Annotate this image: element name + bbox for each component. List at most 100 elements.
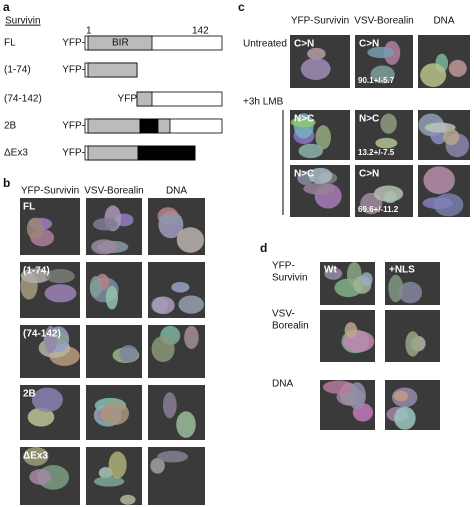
cell xyxy=(360,272,373,287)
column-header: VSV-Borealin xyxy=(84,186,143,197)
construct-name: 2B xyxy=(4,121,17,132)
row-label: (1-74) xyxy=(23,266,50,277)
micrograph xyxy=(20,198,80,255)
cell xyxy=(290,117,316,128)
cell xyxy=(370,65,395,84)
cell xyxy=(373,185,404,202)
construct-name: ΔEx3 xyxy=(4,148,28,159)
micrograph xyxy=(20,385,80,440)
percentage-label: 13.2+/-7.5 xyxy=(358,148,395,157)
cell xyxy=(119,345,139,363)
localization-label: C>N xyxy=(359,39,379,50)
residue-start: 1 xyxy=(86,26,92,37)
cell xyxy=(367,46,395,59)
cell xyxy=(176,227,205,253)
micrograph xyxy=(86,198,142,255)
cell xyxy=(398,281,423,304)
micrograph xyxy=(355,110,413,160)
cell xyxy=(150,457,165,474)
cell xyxy=(120,494,136,505)
domain-label: BIR xyxy=(112,38,129,49)
micrograph xyxy=(320,380,375,430)
panel-label: d xyxy=(260,241,267,255)
micrograph xyxy=(418,35,470,88)
micrograph xyxy=(86,447,142,505)
cell xyxy=(307,47,326,60)
micrograph xyxy=(20,262,80,318)
cell xyxy=(162,392,177,419)
micrograph xyxy=(290,35,350,88)
micrograph xyxy=(20,325,80,378)
micrograph xyxy=(290,110,350,160)
micrograph xyxy=(418,110,470,160)
cell xyxy=(300,57,331,80)
cell xyxy=(176,411,196,438)
row-label: FL xyxy=(23,202,35,213)
cell xyxy=(91,239,117,255)
row-label: DNA xyxy=(272,379,293,390)
domain-box xyxy=(136,91,153,107)
cell xyxy=(380,113,397,134)
micrograph xyxy=(320,310,375,362)
cell xyxy=(100,401,130,426)
micrograph xyxy=(148,262,205,318)
cell xyxy=(322,380,355,394)
construct-name: FL xyxy=(4,38,16,49)
cell xyxy=(44,284,77,303)
cell xyxy=(93,476,125,487)
construct-header: Survivin xyxy=(5,16,41,27)
micrograph xyxy=(418,165,470,217)
localization-label: N>C xyxy=(359,114,379,125)
domain-box xyxy=(139,118,159,134)
cell xyxy=(26,217,44,240)
column-header: YFP-Survivin xyxy=(291,16,349,27)
construct-tag: YFP- xyxy=(62,65,85,76)
row-label: (74-142) xyxy=(23,329,61,340)
micrograph-bg xyxy=(148,385,205,440)
construct-tag: YFP- xyxy=(62,121,85,132)
cell xyxy=(27,407,55,427)
cell xyxy=(20,268,51,284)
row-label: Survivin xyxy=(272,273,308,284)
micrograph xyxy=(385,310,440,362)
cell xyxy=(31,387,63,413)
cell xyxy=(405,331,421,357)
cell xyxy=(420,63,447,88)
panel-label: c xyxy=(238,0,245,14)
construct-tag: YFP- xyxy=(62,38,85,49)
cell xyxy=(171,281,190,293)
cell xyxy=(315,125,331,150)
micrograph xyxy=(385,380,440,430)
construct-tag: YFP xyxy=(118,94,138,105)
percentage-label: 69.6+/-11.2 xyxy=(358,205,399,214)
column-header: YFP-Survivin xyxy=(21,186,79,197)
micrograph xyxy=(290,165,350,217)
micrograph xyxy=(86,325,142,378)
column-header: VSV-Borealin xyxy=(354,16,413,27)
domain-box xyxy=(87,145,139,161)
construct-name: (1-74) xyxy=(4,65,31,76)
cell xyxy=(324,267,343,280)
cell xyxy=(152,296,175,315)
domain-box xyxy=(157,118,171,134)
condition-label: Untreated xyxy=(243,39,287,50)
panel-label: a xyxy=(3,0,10,14)
cell xyxy=(375,137,398,149)
cell xyxy=(105,285,118,310)
cell xyxy=(151,335,175,363)
cell xyxy=(23,447,49,466)
panel-label: b xyxy=(3,176,10,190)
column-header: DNA xyxy=(166,186,187,197)
cell xyxy=(178,295,204,314)
localization-label: N>C xyxy=(294,169,314,180)
column-label: +NLS xyxy=(389,265,415,276)
cell xyxy=(448,59,467,77)
condition-label: +3h LMB xyxy=(243,97,284,108)
cell xyxy=(422,197,453,209)
cell xyxy=(393,390,409,402)
domain-box xyxy=(137,145,196,161)
row-label: YFP- xyxy=(272,261,295,272)
construct-name: (74-142) xyxy=(4,94,42,105)
domain-box xyxy=(87,35,153,51)
